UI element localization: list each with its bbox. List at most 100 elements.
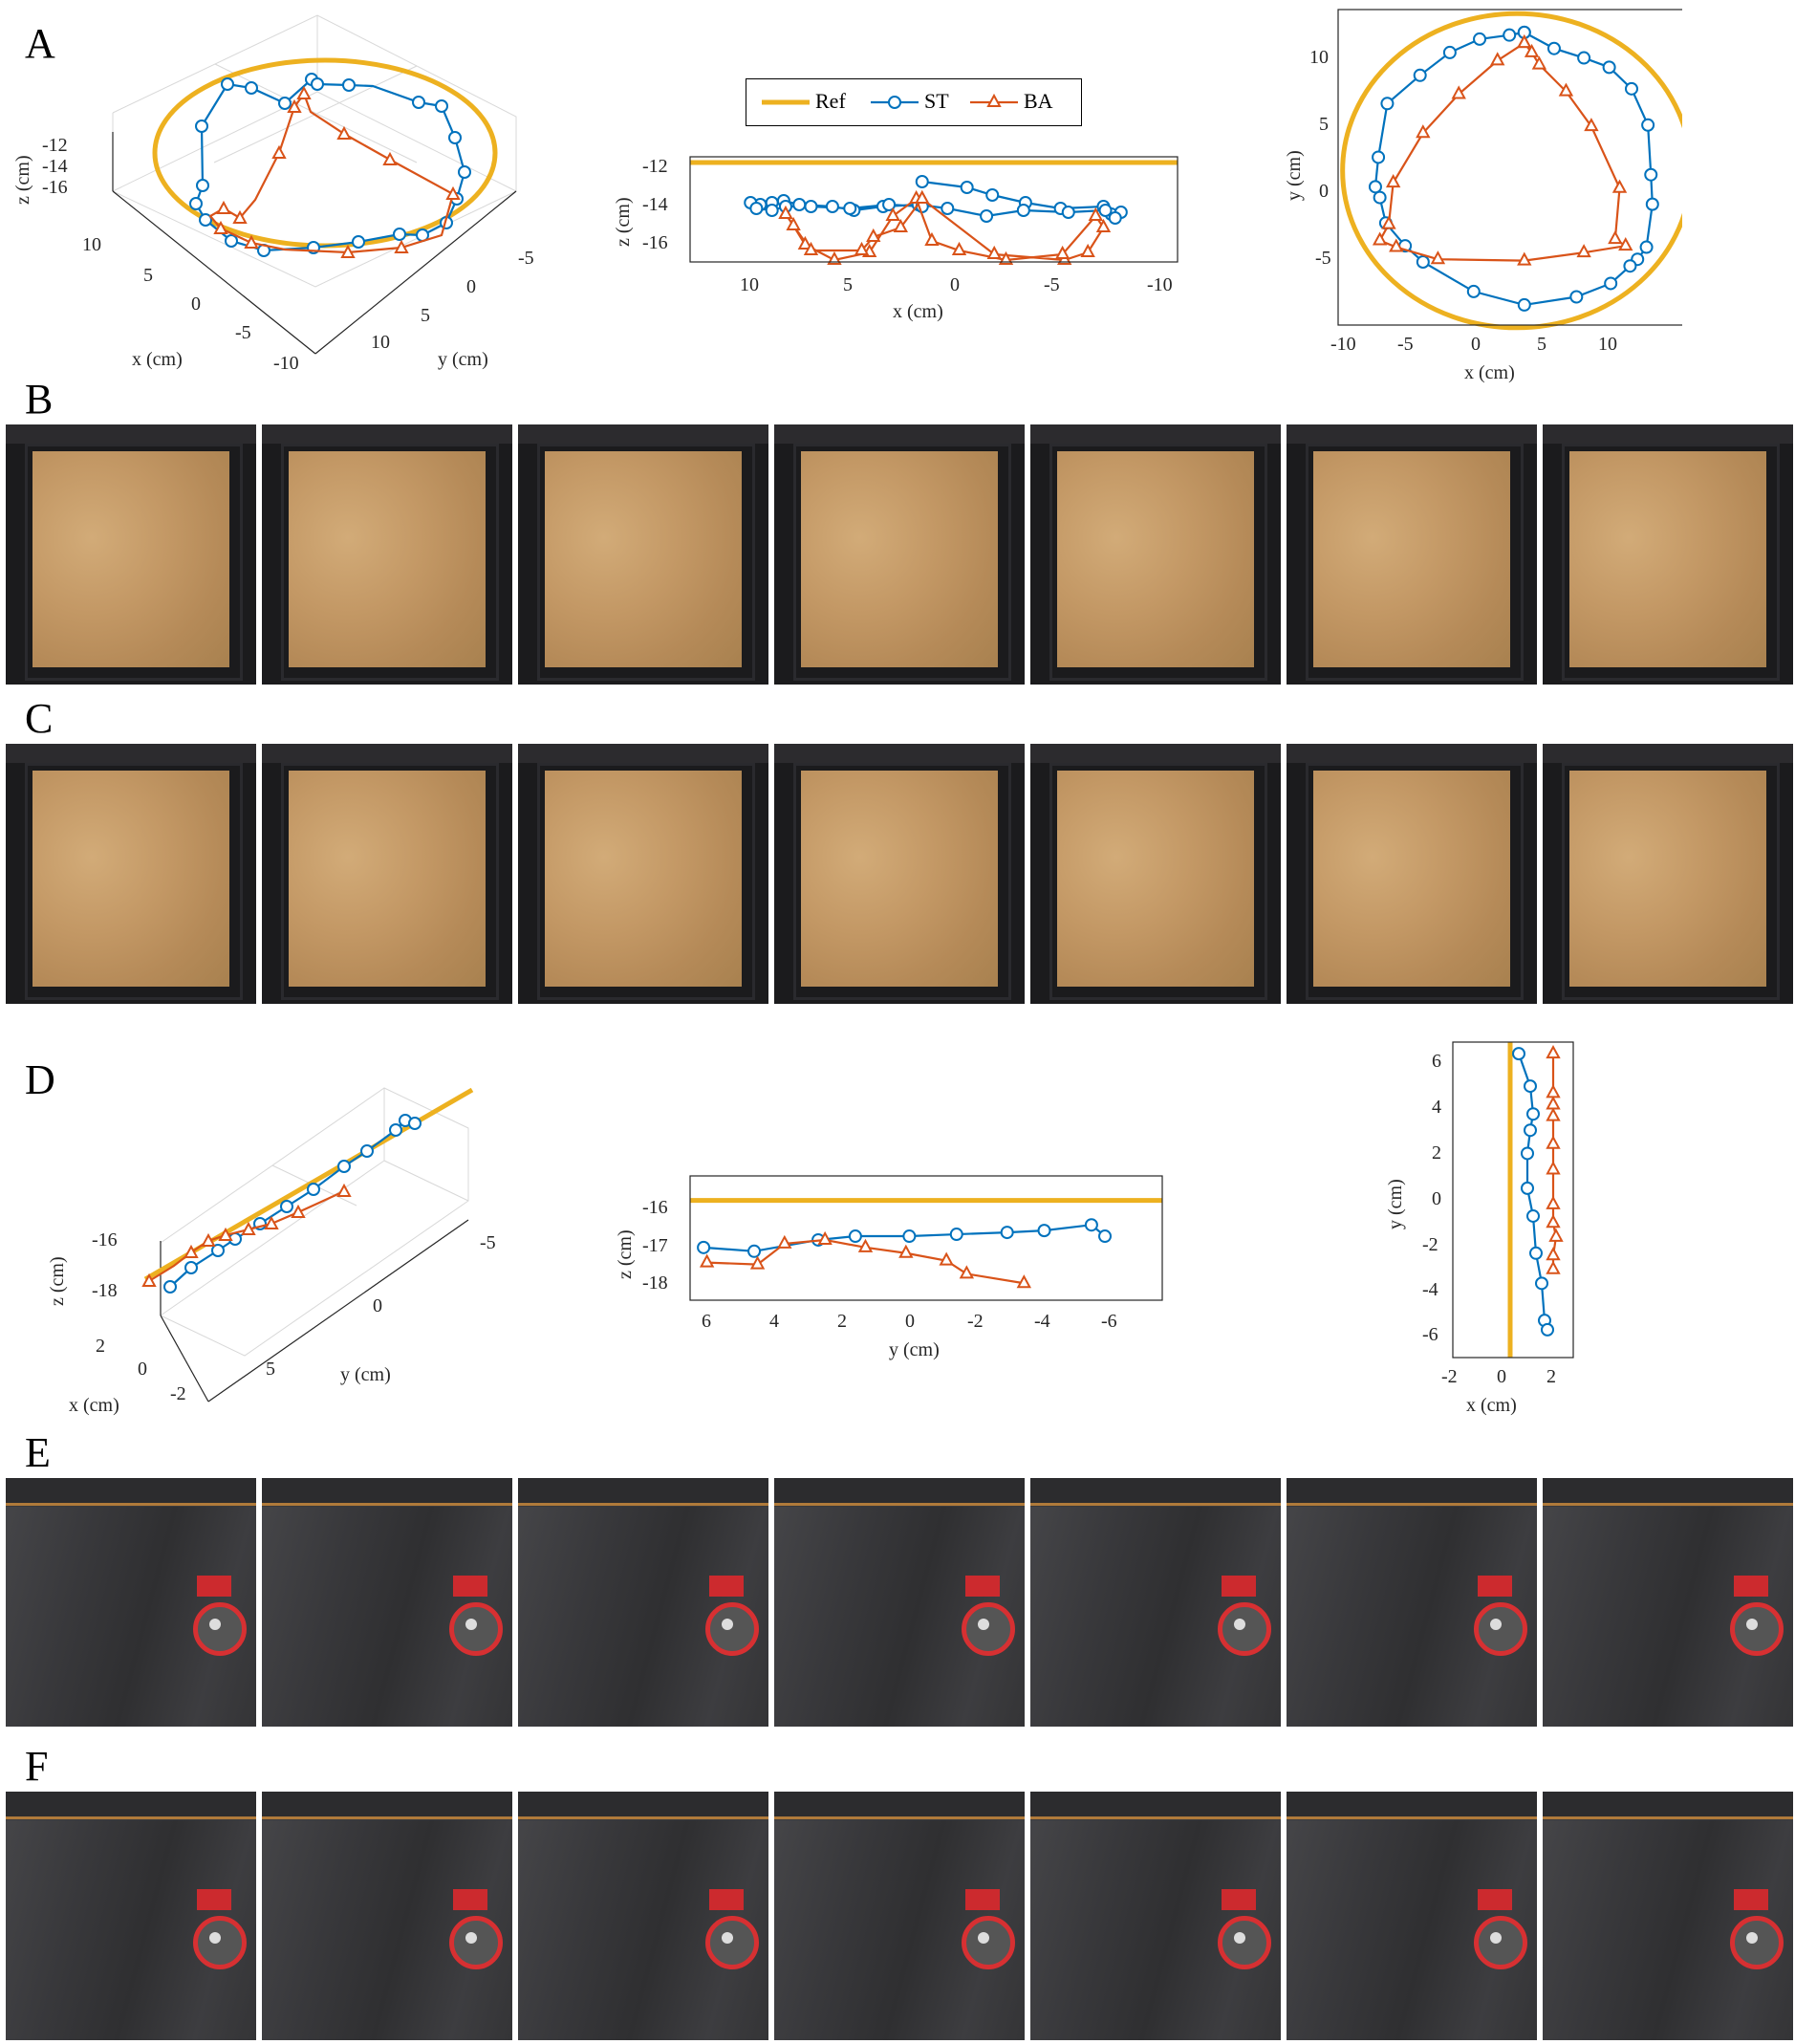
- plot-a-xy-st-point: [1413, 68, 1427, 82]
- tick-a3d-y2: 5: [421, 305, 430, 326]
- label-axy-x: x (cm): [1464, 362, 1515, 383]
- chart-a-xz: -12 -14 -16 z (cm) 10 5 0 -5 -10 x (cm): [613, 156, 1179, 322]
- label-dxy-y: y (cm): [1385, 1179, 1406, 1229]
- plot-a-xz-ba-point: [827, 250, 842, 265]
- plot-a-xz-st-point: [882, 198, 897, 211]
- tick-a3d-z2: -16: [42, 177, 68, 198]
- plot-d-yz-st-point: [848, 1229, 862, 1244]
- plot-d-yz-ba-point: [817, 1230, 833, 1245]
- plot-a-xy-ba-point: [1372, 231, 1388, 246]
- plot-a-xz-ba-point: [803, 241, 819, 255]
- plot-a-xz-ba-point: [797, 235, 813, 250]
- plot-a-xz-ba-point: [998, 250, 1014, 265]
- photo-c-5: [1030, 744, 1281, 1004]
- plot-a-xy-ba-point: [1385, 174, 1401, 188]
- tick-dyz-x0: 6: [702, 1311, 711, 1332]
- plot-a-xy-st-point: [1373, 190, 1387, 205]
- plot-a-xz-st-point: [1061, 206, 1075, 219]
- plot-d-xy-st-point: [1521, 1181, 1534, 1195]
- plot-a-xz-ba-point: [951, 241, 967, 255]
- plot-d-yz-st-point: [949, 1228, 963, 1242]
- legend-ba: BA: [1024, 89, 1053, 113]
- plot-a-xy-ba-point: [1608, 230, 1623, 245]
- photo-e-5: [1030, 1478, 1281, 1727]
- plot-d-yz-ba-point: [959, 1265, 975, 1279]
- plot-a-xy-ba-point: [1517, 251, 1532, 266]
- plot-d-xy-st-point: [1521, 1146, 1534, 1161]
- photo-row-c: [6, 744, 1793, 1004]
- plot-a-xy-ba-point: [1618, 237, 1633, 251]
- tick-axy-y3: 10: [1309, 47, 1329, 68]
- photo-b-3: [518, 424, 768, 685]
- plot-a-xz-ba-point: [1095, 218, 1112, 232]
- plot-d-yz-ba-point: [699, 1253, 715, 1268]
- plot-d-xy-st-point: [1512, 1047, 1525, 1061]
- label-axy-y: y (cm): [1284, 150, 1305, 201]
- plot-a-xz-st-point: [1098, 204, 1113, 217]
- label-a3d-z: z (cm): [12, 155, 33, 205]
- plot-d-yz: [690, 1198, 1162, 1289]
- plot-a-xz-st-point: [749, 202, 764, 215]
- photo-e-6: [1287, 1478, 1537, 1727]
- tick-a3d-x3: -5: [235, 322, 251, 343]
- plot-d-yz-st-point: [902, 1229, 917, 1244]
- plot-a-xz-st-point: [915, 175, 929, 188]
- plot-a-xz-st-point: [980, 209, 994, 223]
- photo-e-4: [774, 1478, 1025, 1727]
- plot-a-xy-st-point: [1442, 45, 1457, 59]
- plot-d-xy-st-point: [1535, 1276, 1548, 1291]
- tick-axz-x4: -10: [1147, 274, 1173, 295]
- tick-axz-x2: 0: [950, 274, 960, 295]
- tick-a3d-y3: 10: [371, 332, 390, 353]
- tick-d3d-x0: 2: [96, 1336, 105, 1357]
- plot-a-xz-st-point: [804, 200, 818, 213]
- st-markers-a-3d: [189, 73, 471, 257]
- tick-dyz-x4: -2: [967, 1311, 984, 1332]
- ba-series-d-3d: [148, 1190, 345, 1282]
- axis-x-a-3d: [112, 190, 316, 355]
- plot-a-xy-ba-point: [1531, 55, 1547, 70]
- plot-a-xy-st-point: [1546, 41, 1561, 55]
- plot-a-xy-st-point: [1604, 276, 1618, 291]
- label-axz-y: z (cm): [613, 197, 634, 247]
- plot-d-xy-ba-point: [1546, 1096, 1561, 1110]
- plot-d-yz-st-point: [1098, 1229, 1113, 1244]
- tick-axz-x3: -5: [1044, 274, 1060, 295]
- plot-d-xy-ba-point: [1546, 1247, 1561, 1261]
- plot-a-xy-st-point: [1368, 180, 1382, 194]
- tick-dyz-x6: -6: [1101, 1311, 1117, 1332]
- photo-e-3: [518, 1478, 768, 1727]
- plot-d-yz-st-point: [697, 1240, 711, 1254]
- plot-d-xy-ba-point: [1546, 1045, 1561, 1059]
- plot-a-xy-ba-point: [1517, 34, 1532, 49]
- plot-d-xy-ba-point: [1546, 1161, 1561, 1175]
- tick-axy-x3: 5: [1537, 334, 1546, 355]
- photo-c-1: [6, 744, 256, 1004]
- plot-d-yz-ba-point: [857, 1238, 874, 1252]
- plot-d-xy-ba-point: [1546, 1135, 1561, 1149]
- plot-a-xy-st-point: [1624, 81, 1638, 96]
- label-dyz-y: z (cm): [615, 1229, 636, 1279]
- tick-dxy-x0: -2: [1441, 1366, 1458, 1387]
- plot-a-xz-st-point: [985, 188, 1000, 202]
- plot-d-xy-st-point: [1526, 1107, 1540, 1121]
- plot-a-xy-st-point: [1644, 167, 1658, 182]
- plot-a-xy-ba-point: [1416, 124, 1431, 139]
- plot-a-xy-st-point: [1602, 60, 1616, 75]
- plot-d-xy-st-point: [1529, 1246, 1543, 1260]
- plot-d-xy-ba-point: [1546, 1195, 1561, 1209]
- plot-a-xy-st-point: [1380, 97, 1395, 111]
- photo-c-2: [262, 744, 512, 1004]
- plot-a-xz-ba-point: [1080, 243, 1095, 257]
- label-a3d-x: x (cm): [132, 349, 183, 370]
- st-series-a-3d: [194, 78, 466, 252]
- chart-a-xy: -5 0 5 10 y (cm) -10 -5 0 5 10 x (cm): [1284, 9, 1682, 383]
- tick-dxy-y1: 4: [1432, 1097, 1441, 1118]
- plot-a-xy-st-point: [1473, 32, 1487, 46]
- plot-d-yz-ba-point: [777, 1234, 792, 1249]
- st-markers-d-3d: [163, 1114, 422, 1294]
- plot-a-xy-st-point: [1517, 297, 1531, 312]
- tick-axy-y0: -5: [1315, 248, 1331, 269]
- photo-f-3: [518, 1792, 768, 2040]
- axes-frame-a-xy: [1337, 9, 1682, 326]
